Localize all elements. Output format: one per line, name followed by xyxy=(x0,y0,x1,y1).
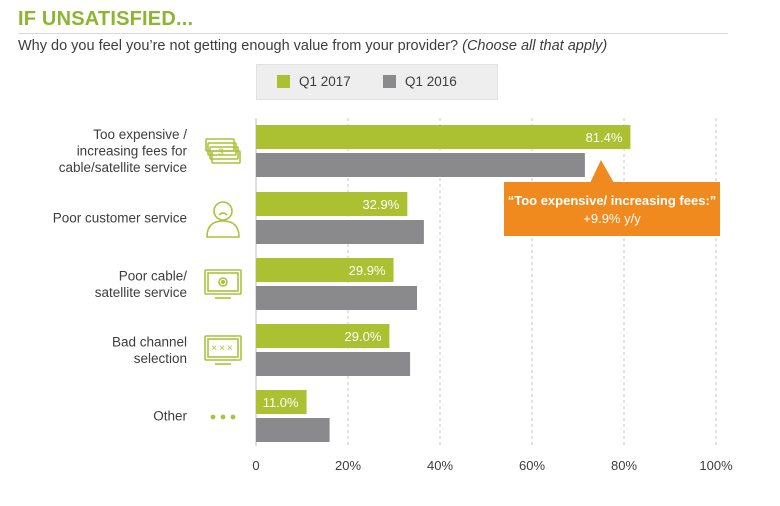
bar-q1-2017 xyxy=(256,258,394,282)
bar-q1-2016 xyxy=(256,286,417,310)
frown-shape xyxy=(218,212,228,216)
x-tick-label: 40% xyxy=(427,458,453,473)
category-group: 81.4% Too expensive / increasing fees forc… xyxy=(59,125,631,177)
tv-channel-icon: ××× xyxy=(204,335,242,365)
x-tick-label: 0 xyxy=(252,458,259,473)
head-shape xyxy=(213,201,233,221)
data-label: 81.4% xyxy=(586,130,623,145)
x-tick-label: 100% xyxy=(699,458,733,473)
ellipsis-dot xyxy=(220,414,226,420)
callout-box: “Too expensive/ increasing fees:” +9.9% … xyxy=(504,182,720,236)
legend-label-q1-2016: Q1 2016 xyxy=(405,74,457,89)
category-group: 29.0% Bad channel selection ××× xyxy=(112,324,411,376)
category-label: selection xyxy=(134,351,187,366)
category-group: 29.9% Poor cable/satellite service xyxy=(95,258,417,310)
category-label: Poor customer service xyxy=(53,211,187,226)
legend-item-q1-2016: Q1 2016 xyxy=(383,74,457,89)
bar-q1-2016 xyxy=(256,220,424,244)
category-label: increasing fees for xyxy=(77,144,188,159)
bill-shape xyxy=(211,150,241,164)
tv-screen xyxy=(204,269,242,295)
channel-marks: ××× xyxy=(211,343,235,354)
legend-label-q1-2017: Q1 2017 xyxy=(299,74,351,89)
data-label: 11.0% xyxy=(263,395,299,410)
category-label: Bad channel xyxy=(112,334,187,349)
x-tick-label: 80% xyxy=(611,458,637,473)
x-tick-label: 20% xyxy=(335,458,361,473)
tv-inner xyxy=(207,272,239,292)
category-label: Other xyxy=(153,409,187,424)
question-note: (Choose all that apply) xyxy=(462,38,608,54)
gear-hub xyxy=(220,279,226,285)
bill-shape xyxy=(207,142,237,156)
category-label: cable/satellite service xyxy=(59,160,187,175)
x-tick-label: 60% xyxy=(519,458,545,473)
bar-q1-2017 xyxy=(256,324,390,348)
ellipsis-dot xyxy=(230,414,236,420)
callout-title: “Too expensive/ increasing fees:” xyxy=(507,193,717,208)
ellipsis-icon xyxy=(210,414,236,420)
bar-q1-2017 xyxy=(256,390,307,414)
shoulders-shape xyxy=(206,220,240,238)
bar-q1-2016 xyxy=(256,418,330,442)
money-stack-icon: $ xyxy=(205,138,241,164)
bar-q1-2016 xyxy=(256,352,411,376)
title-divider xyxy=(18,33,728,34)
category-group: 11.0% Other xyxy=(153,390,330,442)
tv-gear-icon xyxy=(204,269,242,299)
callout-pointer xyxy=(590,160,614,183)
legend-swatch-q1-2017 xyxy=(277,75,290,88)
category-group: 32.9% Poor customer service xyxy=(53,192,424,244)
data-label: 29.9% xyxy=(349,263,386,278)
legend-item-q1-2017: Q1 2017 xyxy=(277,74,351,89)
question-text: Why do you feel you’re not getting enoug… xyxy=(18,38,459,54)
category-label: Too expensive / xyxy=(93,127,187,142)
tv-screen xyxy=(204,335,242,361)
tv-inner xyxy=(207,338,239,358)
chart-legend: Q1 2017 Q1 2016 xyxy=(256,64,498,100)
data-label: 29.0% xyxy=(345,329,382,344)
category-label: Poor cable/ xyxy=(119,268,188,283)
bill-shape xyxy=(209,146,239,160)
legend-swatch-q1-2016 xyxy=(383,75,396,88)
category-label: satellite service xyxy=(95,285,187,300)
gear-shape xyxy=(218,277,228,287)
data-label: 32.9% xyxy=(362,197,399,212)
dollar-symbol: $ xyxy=(218,147,223,157)
page-title: IF UNSATISFIED... xyxy=(18,8,194,30)
bar-q1-2016 xyxy=(256,153,585,177)
ellipsis-dot xyxy=(210,414,216,420)
bar-q1-2017 xyxy=(256,192,408,216)
survey-question: Why do you feel you’re not getting enoug… xyxy=(18,38,607,54)
bar-q1-2017 xyxy=(256,125,631,149)
person-icon xyxy=(206,201,240,238)
callout-value: +9.9% y/y xyxy=(583,211,641,226)
